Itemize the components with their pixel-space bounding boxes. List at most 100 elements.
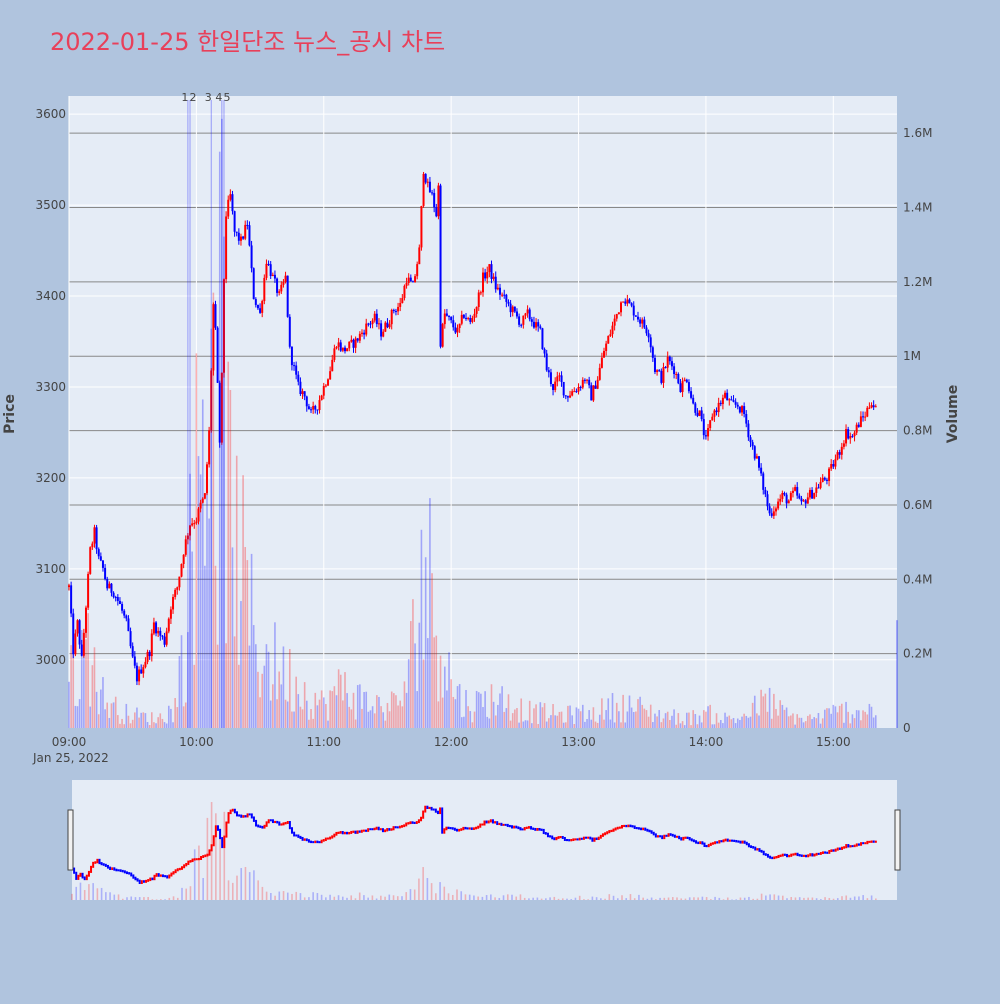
candle-body [631, 303, 633, 305]
volume-bar [208, 519, 210, 728]
preview-candle [380, 828, 382, 830]
volume-bar [359, 684, 361, 728]
volume-bar [385, 721, 387, 728]
preview-volume-bar [757, 899, 759, 900]
preview-candle [202, 855, 204, 858]
preview-candle [623, 825, 625, 827]
volume-bar [276, 699, 278, 728]
volume-bar [138, 718, 140, 728]
preview-volume-bar [812, 898, 814, 900]
volume-bar [234, 636, 236, 728]
candle-body [705, 435, 707, 436]
preview-candle [274, 821, 276, 823]
volume-bar [474, 712, 476, 728]
range-slider-left-handle[interactable] [68, 810, 73, 870]
preview-volume-bar [274, 896, 276, 900]
volume-bar [448, 652, 450, 728]
news-marker-label: 2 [190, 91, 197, 104]
volume-bar [652, 722, 654, 728]
x-axis-date-label: Jan 25, 2022 [32, 751, 109, 765]
preview-candle [145, 880, 147, 883]
preview-candle [822, 851, 824, 854]
candle-body [586, 380, 588, 381]
volume-bar [452, 697, 454, 728]
candle-body [132, 646, 134, 656]
volume-bar [835, 706, 837, 728]
candle-body [174, 590, 176, 597]
volume-bar [251, 554, 253, 728]
preview-candle [283, 822, 285, 825]
preview-volume-bar [554, 897, 556, 900]
time-tick-label: 10:00 [179, 735, 214, 749]
candle-body [745, 414, 747, 424]
candle-body [841, 447, 843, 455]
preview-candle [374, 828, 376, 831]
preview-volume-bar [592, 897, 594, 900]
candle-body [240, 237, 242, 241]
candle-body [832, 464, 834, 467]
preview-candle [549, 835, 551, 837]
preview-candle [807, 854, 809, 857]
volume-bar [327, 721, 329, 728]
volume-bar [847, 712, 849, 728]
volume-bar [667, 712, 669, 728]
time-tick-label: 11:00 [306, 735, 341, 749]
preview-candle [164, 875, 166, 877]
preview-candle [206, 854, 208, 857]
preview-volume-bar [202, 878, 204, 900]
volume-bar [412, 599, 414, 728]
preview-candle [756, 848, 758, 850]
preview-volume-bar [279, 892, 281, 900]
volume-bar [688, 713, 690, 728]
candle-body [113, 593, 115, 597]
candle-body [242, 237, 244, 239]
volume-bar [378, 697, 380, 728]
preview-candle [773, 856, 775, 859]
preview-candle [111, 867, 113, 870]
preview-volume-bar [477, 897, 479, 900]
candle-body [533, 322, 535, 328]
range-slider-right-handle[interactable] [895, 810, 900, 870]
preview-volume-bar [384, 897, 386, 900]
preview-candle [88, 871, 90, 877]
candle-body [81, 645, 83, 656]
preview-candle [435, 809, 437, 813]
preview-candle [803, 855, 805, 857]
candle-body [140, 669, 142, 673]
preview-volume-bar [511, 895, 513, 900]
volume-bar [249, 646, 251, 728]
preview-volume-bar [719, 898, 721, 900]
preview-volume-bar [829, 898, 831, 900]
preview-candle [285, 822, 287, 824]
candle-body [535, 322, 537, 327]
candle-body [427, 182, 429, 183]
volume-bar [410, 621, 412, 728]
volume-bar [153, 722, 155, 728]
volume-bar [520, 698, 522, 728]
candle-body [673, 366, 675, 374]
preview-candle [613, 829, 615, 832]
volume-bar [338, 669, 340, 728]
candle-body [679, 383, 681, 392]
volume-bar [493, 702, 495, 728]
preview-candle [365, 830, 367, 832]
preview-candle [562, 836, 564, 839]
volume-bar [739, 720, 741, 728]
preview-candle [619, 827, 621, 829]
volume-bar [614, 722, 616, 728]
volume-bar [304, 682, 306, 728]
preview-candle [113, 867, 115, 870]
preview-candle [797, 853, 799, 856]
preview-volume-bar [651, 898, 653, 900]
preview-candle [115, 869, 117, 872]
volume-bar [864, 712, 866, 728]
preview-candle [452, 827, 454, 829]
preview-candle [568, 839, 570, 841]
preview-candle [99, 859, 101, 864]
preview-candle [422, 811, 424, 819]
candle-body [684, 380, 686, 381]
preview-volume-bar [647, 899, 649, 900]
preview-candle [143, 880, 145, 883]
range-slider-area[interactable] [72, 780, 897, 900]
volume-bar [782, 705, 784, 728]
